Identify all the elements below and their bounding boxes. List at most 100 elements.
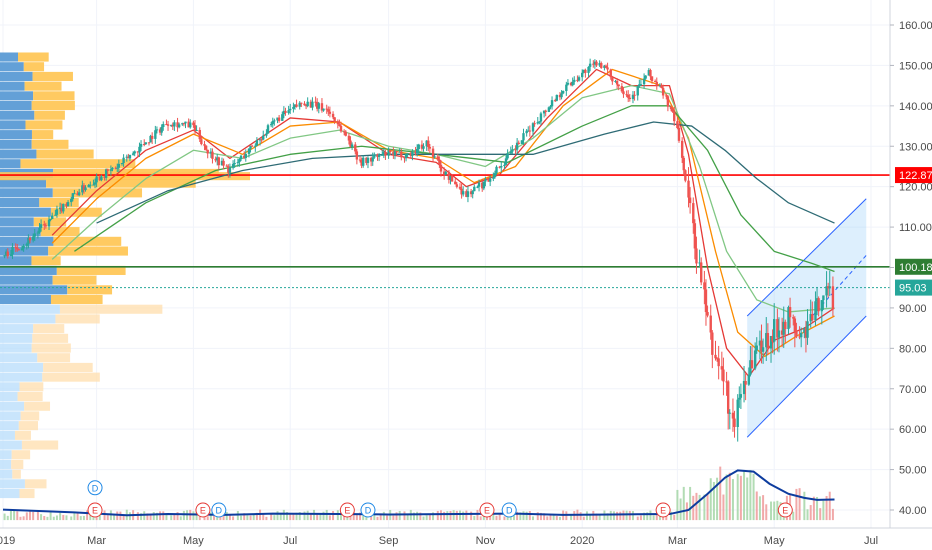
profile-up-bar: [0, 188, 53, 198]
moving-average-1: [51, 68, 835, 378]
price-tick-label: 60.00: [899, 424, 927, 436]
candle-body: [9, 254, 13, 257]
candle-body: [173, 122, 176, 127]
volume-bar: [712, 481, 715, 521]
candle-body: [16, 247, 19, 250]
candle-body: [784, 321, 787, 330]
time-tick-label: May: [764, 535, 785, 547]
marker-letter: E: [782, 506, 788, 516]
volume-bar: [432, 512, 435, 521]
time-tick-label: May: [183, 535, 204, 547]
volume-bar: [213, 515, 216, 521]
candle-body: [277, 117, 281, 121]
candle-body: [381, 154, 384, 156]
candle-body: [411, 151, 414, 156]
candle-body: [303, 103, 306, 106]
candle-body: [395, 151, 398, 153]
candle-body: [98, 176, 101, 181]
candles: [3, 58, 835, 442]
time-axis[interactable]: 2019 Mar May Jul Sep Nov 2020 Mar May Jul: [0, 527, 932, 547]
volume-bar: [192, 511, 195, 521]
volume-bar: [316, 514, 319, 521]
candle-body: [116, 167, 119, 169]
marker-letter: E: [200, 506, 206, 516]
candle-body: [488, 178, 492, 182]
volume-bar: [32, 511, 35, 521]
candle-body: [387, 150, 390, 156]
candle-body: [147, 142, 151, 144]
volume-bar: [449, 511, 452, 521]
candle-body: [39, 224, 43, 228]
candle-body: [284, 110, 287, 114]
volume-bar: [543, 513, 546, 521]
candle-body: [771, 336, 774, 342]
volume-bar: [113, 514, 116, 521]
volume-bar: [398, 510, 401, 521]
volume-bar: [503, 516, 506, 521]
volume-bar: [762, 495, 765, 521]
earnings-marker[interactable]: E: [87, 502, 103, 518]
candle-body: [260, 139, 263, 141]
candle-body: [336, 121, 340, 125]
volume-bar: [673, 514, 676, 521]
candle-body: [189, 122, 192, 128]
event-markers[interactable]: DE E D E D E D E E: [87, 480, 793, 518]
candle-body: [528, 130, 532, 132]
dividend-marker[interactable]: D: [360, 502, 376, 518]
candle-body: [525, 130, 528, 134]
candle-body: [320, 103, 324, 111]
volume-bar: [73, 511, 76, 521]
earnings-marker[interactable]: E: [195, 502, 211, 518]
volume-bar: [706, 493, 709, 521]
candle-body: [242, 155, 246, 159]
volume-bar: [758, 496, 761, 521]
candle-body: [799, 332, 803, 338]
dividend-marker[interactable]: D: [501, 502, 517, 518]
candle-body: [704, 289, 708, 313]
earnings-marker[interactable]: E: [655, 502, 671, 518]
volume-bar: [689, 486, 692, 521]
volume-bar: [831, 508, 834, 521]
earnings-marker[interactable]: E: [479, 502, 495, 518]
candle-body: [247, 148, 251, 154]
earnings-marker[interactable]: E: [777, 502, 793, 518]
price-channel[interactable]: [746, 198, 867, 438]
volume-bar: [122, 515, 125, 521]
volume-bar: [770, 501, 773, 521]
volume-bar: [798, 488, 801, 521]
volume-bar: [322, 511, 325, 521]
profile-down-bar: [20, 159, 136, 169]
volume-bar: [755, 491, 758, 521]
profile-down-bar: [32, 333, 69, 343]
candle-body: [565, 84, 568, 92]
profile-up-bar: [0, 81, 25, 91]
candle-body: [517, 142, 520, 144]
dividend-marker[interactable]: D: [211, 502, 227, 518]
candle-body: [788, 307, 792, 318]
candle-body: [787, 307, 790, 330]
candle-body: [495, 166, 498, 174]
candle-body: [804, 328, 808, 338]
time-tick-label: 2020: [570, 535, 594, 547]
volume-bar: [159, 511, 162, 521]
candle-body: [676, 121, 679, 129]
dividend-marker[interactable]: D: [87, 480, 103, 496]
profile-up-bar: [0, 401, 25, 411]
candle-body: [122, 157, 125, 164]
profile-up-bar: [0, 372, 43, 382]
volume-bar: [36, 510, 39, 521]
volume-bar: [59, 512, 62, 521]
time-tick-label: 2019: [0, 535, 15, 547]
price-axis[interactable]: 160.00 150.00 140.00 130.00 120.00 110.00 100.…: [889, 0, 932, 550]
candle-body: [350, 144, 354, 147]
volume-bar: [436, 510, 439, 521]
profile-down-bar: [59, 304, 163, 314]
candle-body: [658, 85, 662, 87]
candle-body: [47, 219, 51, 227]
profile-down-bar: [52, 188, 143, 198]
volume-bar: [295, 512, 298, 521]
candle-body: [503, 164, 506, 167]
horizontal-lines[interactable]: [0, 174, 890, 289]
earnings-marker[interactable]: E: [339, 502, 355, 518]
